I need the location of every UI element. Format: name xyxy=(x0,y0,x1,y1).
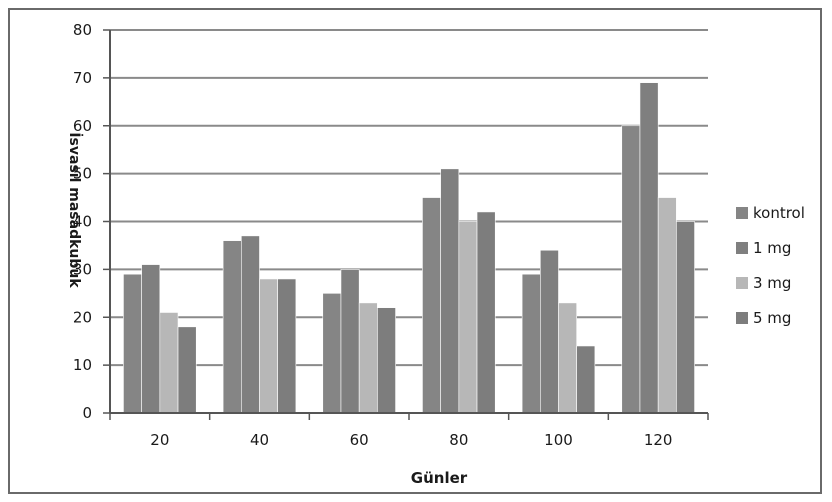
bar-kontrol-40 xyxy=(222,240,242,414)
legend-label: 1 mg xyxy=(753,239,791,257)
legend-swatch xyxy=(736,242,748,254)
bars xyxy=(123,82,695,414)
bar-3-mg-100 xyxy=(558,302,578,414)
legend-label: 5 mg xyxy=(753,309,791,327)
x-tick-label: 20 xyxy=(150,431,169,449)
x-axis-label: Günler xyxy=(411,469,468,487)
bar-3-mg-40 xyxy=(259,278,279,414)
bar-5-mg-80 xyxy=(476,211,496,414)
y-tick-label: 0 xyxy=(82,404,92,422)
legend: kontrol 1 mg 3 mg 5 mg xyxy=(736,204,805,327)
bar-1-mg-100 xyxy=(539,249,559,414)
axes xyxy=(109,30,709,420)
bar-1-mg-120 xyxy=(639,82,659,414)
legend-label: 3 mg xyxy=(753,274,791,292)
bar-5-mg-100 xyxy=(576,345,596,414)
bar-kontrol-20 xyxy=(123,273,142,414)
y-tick-label: 80 xyxy=(73,21,92,39)
bar-1-mg-40 xyxy=(241,235,260,414)
x-tick-label: 80 xyxy=(449,431,468,449)
bar-1-mg-60 xyxy=(340,269,360,414)
bar-3-mg-20 xyxy=(159,312,179,414)
bar-3-mg-60 xyxy=(358,302,378,414)
bar-5-mg-60 xyxy=(377,307,396,414)
x-tick-label: 40 xyxy=(250,431,269,449)
y-axis-label: İsvasıl masadkubuk xyxy=(66,132,83,288)
bar-kontrol-80 xyxy=(422,197,441,414)
bar-1-mg-80 xyxy=(440,168,460,414)
y-tick-label: 70 xyxy=(73,69,92,87)
bar-kontrol-60 xyxy=(322,293,342,414)
y-tick-labels: 0 10 20 30 40 50 60 70 80 xyxy=(73,21,92,422)
bar-5-mg-40 xyxy=(277,278,297,414)
x-tick-labels: 20 40 60 80 100 120 xyxy=(150,431,672,449)
y-tick-label: 10 xyxy=(73,356,92,374)
bar-3-mg-120 xyxy=(657,197,677,414)
x-tick-label: 120 xyxy=(644,431,673,449)
bar-5-mg-120 xyxy=(676,221,695,414)
y-tick-label: 50 xyxy=(73,165,92,183)
bar-3-mg-80 xyxy=(458,221,478,414)
y-tick-label: 40 xyxy=(73,213,92,231)
legend-label: kontrol xyxy=(753,204,805,222)
gridlines xyxy=(103,29,708,414)
bar-kontrol-100 xyxy=(521,273,541,414)
x-tick-label: 60 xyxy=(350,431,369,449)
legend-swatch xyxy=(736,277,748,289)
legend-swatch xyxy=(736,312,748,324)
y-tick-label: 30 xyxy=(73,260,92,278)
y-tick-label: 60 xyxy=(73,117,92,135)
bar-kontrol-120 xyxy=(621,125,641,414)
bar-5-mg-20 xyxy=(177,326,197,414)
legend-swatch xyxy=(736,207,748,219)
y-tick-label: 20 xyxy=(73,308,92,326)
x-tick-label: 100 xyxy=(544,431,573,449)
bar-1-mg-20 xyxy=(141,264,161,414)
